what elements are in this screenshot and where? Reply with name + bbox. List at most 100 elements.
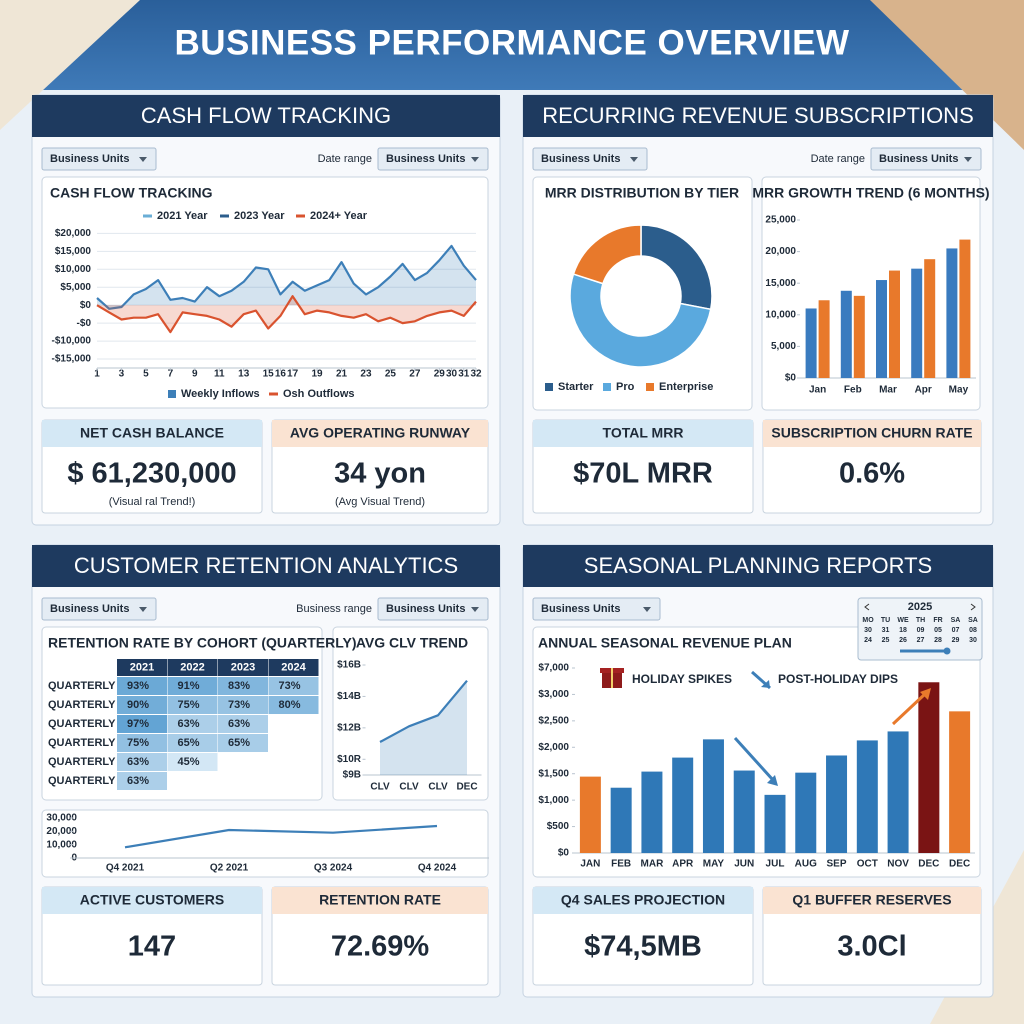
legend-label: Osh Outflows — [283, 388, 355, 400]
control-label: Date range — [811, 153, 865, 165]
y-tick-label: -$10,000 — [52, 336, 92, 347]
bar — [795, 772, 817, 853]
weekday: SA — [951, 617, 961, 624]
y-tick-label: $15,000 — [55, 246, 92, 257]
arrow-head — [761, 680, 770, 688]
kpi-label: Q1 BUFFER RESERVES — [792, 892, 951, 908]
table-cell — [117, 715, 167, 733]
dropdown-caret — [964, 157, 972, 162]
bar — [889, 270, 900, 378]
kpi-value: 0.6% — [839, 458, 905, 490]
x-tick-label: 23 — [360, 369, 372, 380]
x-tick-label: Q4 2024 — [418, 863, 457, 874]
dropdown[interactable] — [532, 597, 661, 621]
legend-swatch — [545, 383, 553, 391]
kpi-value: 147 — [128, 931, 176, 963]
x-tick-label: APR — [672, 859, 694, 870]
y-tick-label: $2,500 — [538, 715, 569, 726]
bar — [887, 731, 909, 853]
dropdown-caret — [643, 607, 651, 612]
cell-value: 63% — [228, 718, 250, 730]
dropdown[interactable] — [377, 147, 489, 171]
kpi-header — [763, 420, 981, 447]
kpi-note: (Visual ral Trend!) — [109, 496, 196, 508]
calendar-slider-knob[interactable] — [943, 647, 951, 655]
cell-value: 63% — [127, 775, 149, 787]
y-tick-label: $0 — [785, 373, 797, 384]
dropdown-label: Business Units — [541, 153, 620, 165]
weekday: WE — [897, 617, 909, 624]
row-label: QUARTERLY — [48, 756, 116, 768]
dropdown-label: Business Units — [879, 153, 958, 165]
x-tick-label: OCT — [857, 859, 878, 870]
chart-title: AVG CLV TREND — [356, 635, 468, 651]
panel-header — [32, 95, 500, 137]
table-title: RETENTION RATE BY COHORT (QUARTERLY) — [48, 635, 357, 651]
area — [97, 245, 476, 309]
kpi-value: 3.0Cl — [837, 931, 906, 963]
cell-value: 45% — [178, 756, 200, 768]
y-tick-label: $10R — [337, 754, 362, 765]
x-tick-label: JAN — [580, 859, 600, 870]
dropdown-label: Business Units — [386, 603, 465, 615]
kpi-label: RETENTION RATE — [319, 892, 441, 908]
chart-title: MRR GROWTH TREND (6 MONTHS) — [752, 185, 989, 201]
dropdown-caret — [630, 157, 638, 162]
kpi-label: SUBSCRIPTION CHURN RATE — [771, 425, 972, 441]
table-cell — [167, 696, 218, 714]
bar — [924, 259, 936, 378]
calendar-day: 24 — [864, 637, 872, 644]
chart-title: CASH FLOW TRACKING — [50, 185, 213, 201]
table-header: 2021 — [130, 661, 154, 673]
dropdown[interactable] — [870, 147, 982, 171]
weekday: TH — [916, 617, 925, 624]
dropdown[interactable] — [377, 597, 489, 621]
bar — [641, 771, 663, 853]
kpi-header — [272, 420, 488, 447]
arrow-head — [920, 688, 931, 700]
x-tick-label: CLV — [370, 782, 390, 793]
x-tick-label: JUL — [766, 859, 785, 870]
x-tick-label: 25 — [385, 369, 397, 380]
y-tick-label: 25,000 — [765, 215, 796, 226]
x-tick-label: Apr — [915, 385, 932, 396]
y-tick-label: $12B — [337, 722, 361, 733]
legend-label: 2021 Year — [157, 210, 208, 222]
kpi-note: (Avg Visual Trend) — [335, 496, 425, 508]
row-label: QUARTERLY — [48, 680, 116, 692]
bar — [853, 295, 865, 378]
arrow — [891, 692, 927, 726]
y-tick-label: $1,500 — [538, 768, 569, 779]
cell-value: 63% — [178, 718, 200, 730]
cell-value: 65% — [178, 737, 200, 749]
x-tick-label: 5 — [143, 369, 149, 380]
y-tick-label: 20,000 — [46, 826, 77, 837]
x-tick-label: 19 — [312, 369, 324, 380]
calendar-prev[interactable] — [864, 603, 870, 611]
cell-value: 73% — [279, 680, 301, 692]
legend-label: 2024+ Year — [310, 210, 368, 222]
x-tick-label: DEC — [918, 859, 939, 870]
x-tick-label: 32 — [470, 369, 482, 380]
dropdown[interactable] — [41, 147, 157, 171]
table-header: 2023 — [231, 661, 255, 673]
x-tick-label: FEB — [611, 859, 631, 870]
y-tick-label: $0 — [558, 848, 570, 859]
table-header-cell — [218, 659, 268, 676]
legend-label: Enterprise — [659, 381, 713, 393]
row-label: QUARTERLY — [48, 699, 116, 711]
table-cell — [117, 677, 167, 695]
table-cell — [218, 696, 268, 714]
bar — [911, 268, 923, 378]
row-label: QUARTERLY — [48, 775, 116, 787]
calendar-next[interactable] — [970, 603, 976, 611]
kpi-value: $ 61,230,000 — [67, 458, 236, 490]
area — [380, 680, 467, 775]
dropdown[interactable] — [532, 147, 648, 171]
calendar-day: 29 — [952, 637, 960, 644]
dropdown[interactable] — [41, 597, 157, 621]
bar — [805, 308, 817, 378]
table-cell — [117, 696, 167, 714]
kpi-header — [42, 887, 262, 914]
kpi-header — [533, 887, 753, 914]
